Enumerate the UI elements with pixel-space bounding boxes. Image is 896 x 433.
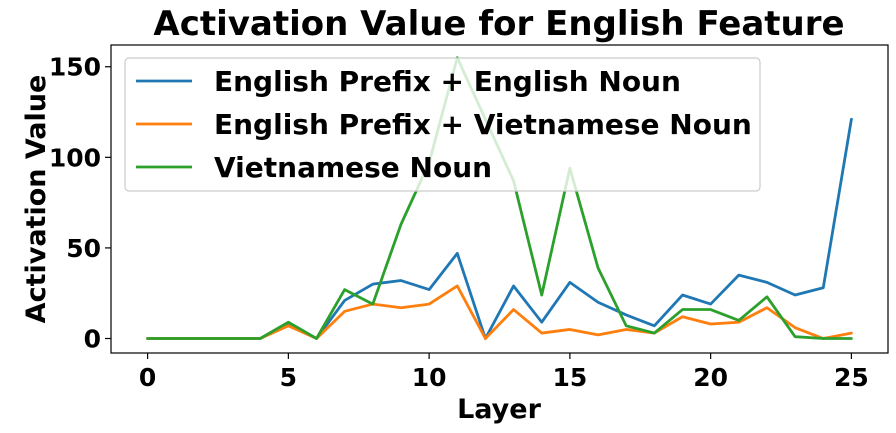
y-axis-label: Activation Value	[21, 75, 52, 324]
legend-box	[124, 57, 761, 192]
legend-label-1: English Prefix + English Noun	[214, 65, 681, 98]
x-axis-label: Layer	[457, 394, 542, 425]
chart-title: Activation Value for English Feature	[153, 4, 844, 44]
y-tick-label: 150	[49, 53, 101, 82]
y-tick-label: 0	[84, 325, 101, 354]
y-tick-label: 50	[66, 234, 101, 263]
x-tick-label: 25	[834, 363, 869, 392]
x-tick-label: 10	[412, 363, 447, 392]
x-tick-label: 0	[139, 363, 156, 392]
x-axis-ticks: 0 5 10 15 20 25	[139, 353, 869, 392]
legend-label-3: Vietnamese Noun	[214, 151, 492, 184]
x-tick-label: 15	[552, 363, 587, 392]
x-tick-label: 5	[280, 363, 297, 392]
y-axis-ticks: 0 50 100 150	[49, 53, 111, 354]
legend-label-2: English Prefix + Vietnamese Noun	[214, 108, 752, 141]
plot-frame	[110, 44, 889, 354]
legend: English Prefix + English Noun English Pre…	[124, 57, 761, 192]
y-tick-label: 100	[49, 143, 101, 172]
x-tick-label: 20	[693, 363, 728, 392]
